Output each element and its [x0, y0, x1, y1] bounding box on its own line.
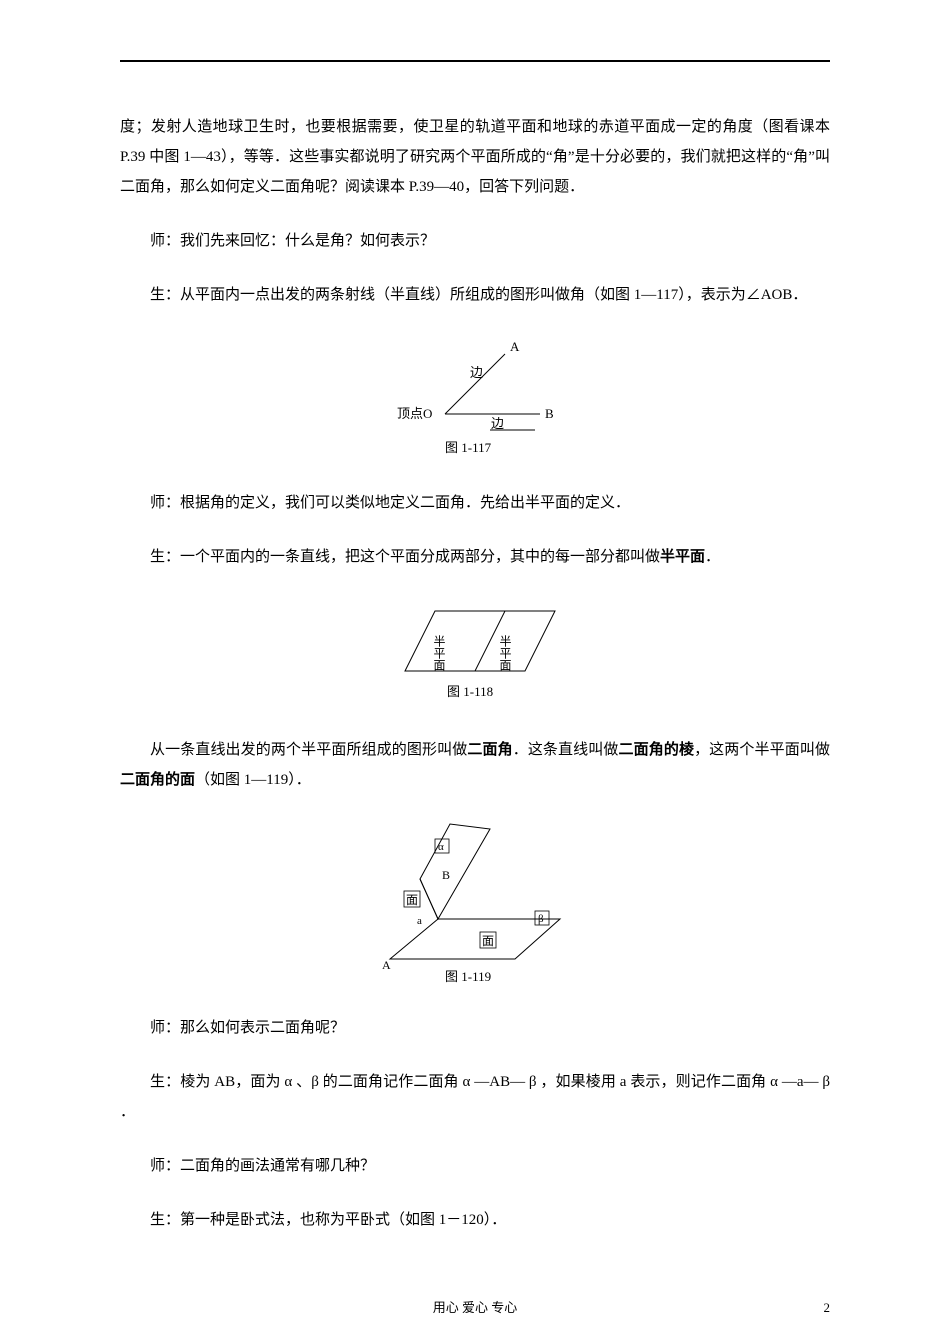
label-B: B	[545, 406, 554, 421]
label-edge-2: 边	[491, 416, 504, 431]
label-A: A	[510, 339, 520, 354]
dialogue-student-3: 生：棱为 AB，面为 α 、β 的二面角记作二面角 α —AB— β ，如果棱用…	[120, 1067, 830, 1127]
p5-pre: 从一条直线出发的两个半平面所组成的图形叫做	[150, 742, 467, 758]
dialogue-teacher-4: 师：二面角的画法通常有哪几种？	[120, 1151, 830, 1181]
dialogue-teacher-3: 师：那么如何表示二面角呢？	[120, 1013, 830, 1043]
figure-1-119-caption: 图 1-119	[445, 969, 491, 984]
dialogue-student-4: 生：第一种是卧式法，也称为平卧式（如图 1－120）．	[120, 1205, 830, 1235]
term-edge: 二面角的棱	[619, 742, 695, 758]
dialogue-student-1: 生：从平面内一点出发的两条射线（半直线）所组成的图形叫做角（如图 1—117），…	[120, 280, 830, 310]
figure-1-118-caption: 图 1-118	[447, 684, 493, 699]
term-half-plane: 半平面	[660, 549, 705, 565]
document-page: 度；发射人造地球卫生时，也要根据需要，使卫星的轨道平面和地球的赤道平面成一定的角…	[0, 0, 950, 1344]
p5-mid: ．这条直线叫做	[513, 742, 619, 758]
p5-mid2: ，这两个半平面叫做	[694, 742, 830, 758]
label-edge-1: 边	[470, 365, 483, 380]
label-B-119: B	[442, 868, 450, 882]
figure-1-117: A B 边 边 顶点O 图 1-117	[375, 334, 575, 464]
top-rule	[120, 60, 830, 62]
label-alpha: α	[438, 841, 444, 853]
label-vertex: 顶点O	[397, 406, 432, 421]
footer-text: 用心 爱心 专心	[0, 1297, 950, 1316]
dialogue-teacher-1: 师：我们先来回忆：什么是角？如何表示？	[120, 226, 830, 256]
dialogue-teacher-2: 师：根据角的定义，我们可以类似地定义二面角．先给出半平面的定义．	[120, 488, 830, 518]
label-half-plane-right: 半平面	[498, 635, 512, 671]
label-A-119: A	[382, 958, 391, 972]
p4-text-post: ．	[705, 549, 720, 565]
figure-1-117-caption: 图 1-117	[445, 440, 492, 455]
figure-1-119: α β 面 面 B a A 图 1-119	[360, 819, 590, 989]
figure-1-118: 半平面 半平面 图 1-118	[375, 596, 575, 711]
label-face-lower: 面	[482, 934, 494, 948]
label-beta: β	[538, 913, 544, 925]
label-a-119: a	[417, 915, 422, 927]
label-half-plane-left: 半平面	[432, 635, 446, 671]
definition-dihedral: 从一条直线出发的两个半平面所组成的图形叫做二面角．这条直线叫做二面角的棱，这两个…	[120, 735, 830, 795]
dialogue-student-2: 生：一个平面内的一条直线，把这个平面分成两部分，其中的每一部分都叫做半平面．	[120, 542, 830, 572]
term-face: 二面角的面	[120, 772, 195, 788]
page-number: 2	[824, 1300, 831, 1316]
p5-post: （如图 1—119）．	[195, 772, 311, 788]
label-face-upper: 面	[406, 893, 418, 907]
intro-paragraph: 度；发射人造地球卫生时，也要根据需要，使卫星的轨道平面和地球的赤道平面成一定的角…	[120, 112, 830, 202]
p4-text-pre: 生：一个平面内的一条直线，把这个平面分成两部分，其中的每一部分都叫做	[150, 549, 660, 565]
term-dihedral-angle: 二面角	[467, 742, 512, 758]
